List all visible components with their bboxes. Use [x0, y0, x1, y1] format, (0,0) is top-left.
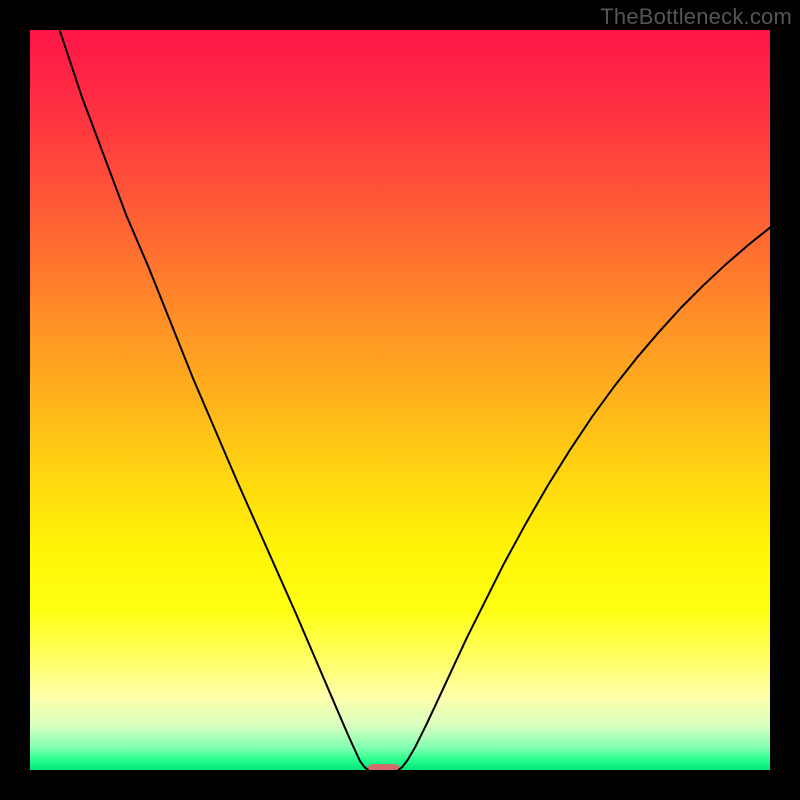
chart-container: TheBottleneck.com — [0, 0, 800, 800]
plot-area — [30, 30, 770, 770]
bottom-pill — [367, 764, 400, 770]
watermark-text: TheBottleneck.com — [600, 4, 792, 30]
gradient-background — [30, 30, 770, 770]
chart-svg — [30, 30, 770, 770]
